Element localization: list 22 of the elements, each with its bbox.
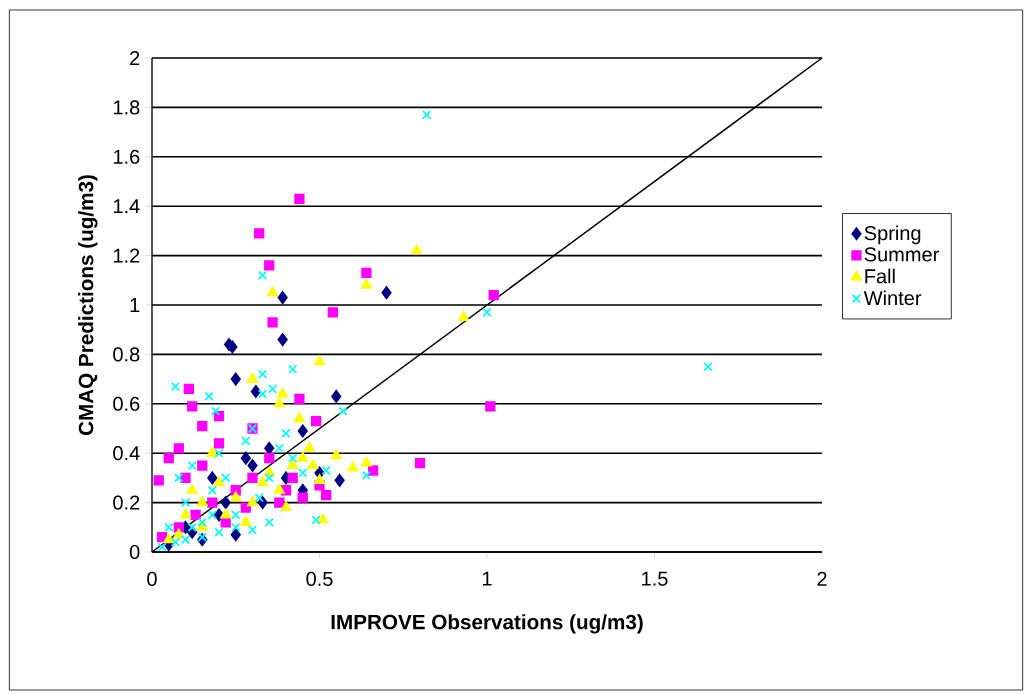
y-tick-label: 1.6 — [113, 149, 140, 164]
y-axis-title: CMAQ Predictions (ug/m3) — [78, 175, 98, 436]
x-tick-label: 1 — [482, 571, 492, 586]
x-tick-label: 0 — [147, 571, 157, 586]
y-tick-label: 2 — [130, 51, 140, 65]
x-tick-label: 2 — [817, 571, 827, 586]
y-tick-label: 0.4 — [113, 446, 140, 461]
x-tick-label: 1.5 — [642, 571, 668, 586]
y-tick-label: 1.8 — [113, 100, 140, 115]
legend-label: Spring — [864, 225, 921, 245]
x-tick-label: 0.5 — [306, 571, 333, 586]
y-tick-label: 1 — [130, 298, 140, 312]
legend-label: Fall — [865, 268, 895, 284]
legend-label: Winter — [863, 290, 922, 306]
y-tick-label: 0.8 — [113, 347, 140, 362]
y-tick-label: 0 — [129, 544, 140, 560]
x-axis-title: IMPROVE Observations (ug/m3) — [331, 614, 643, 634]
y-tick-label: 0.6 — [113, 396, 140, 411]
y-tick-label: 0.2 — [113, 495, 140, 510]
y-tick-label: 1.4 — [113, 199, 140, 214]
legend-label: Summer — [864, 247, 939, 262]
y-tick-label: 1.2 — [113, 248, 140, 263]
